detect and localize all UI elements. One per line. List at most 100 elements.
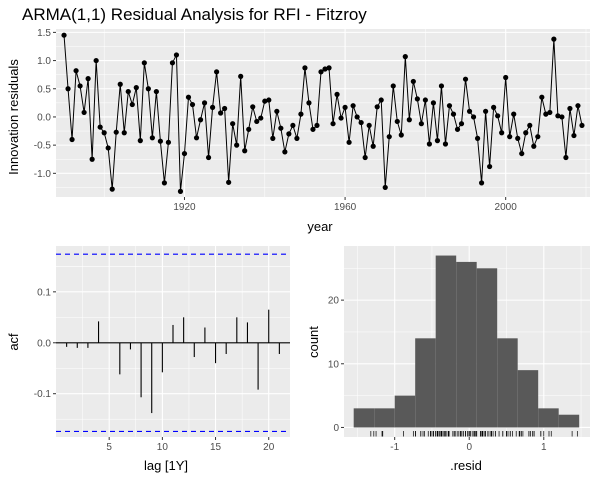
ts-residual-point <box>73 68 79 74</box>
ts-residual-point <box>394 118 400 125</box>
hist-ylabel: count <box>306 326 321 358</box>
ts-residual-point <box>129 101 135 108</box>
ts-residual-point <box>294 135 300 141</box>
ts-residual-point <box>93 57 99 64</box>
ts-residual-point <box>350 103 356 109</box>
ts-residual-point <box>270 135 276 141</box>
acf-panel: lag [1Y] acf 5 10 15 20 -0.1 0.0 0.1 <box>6 246 290 473</box>
ts-residual-point <box>539 94 545 100</box>
ts-y-tick-label: 0.0 <box>37 112 51 123</box>
ts-residual-point <box>346 139 352 145</box>
acf-x-tick-label: 20 <box>263 442 275 453</box>
ts-residual-point <box>173 52 180 58</box>
ts-residual-point <box>454 126 461 132</box>
ts-residual-point <box>322 66 328 72</box>
hist-bar <box>476 268 498 428</box>
ts-residual-point <box>374 104 380 110</box>
ts-residual-point <box>527 122 533 129</box>
ts-residual-point <box>137 138 143 144</box>
ts-residual-point <box>149 135 155 141</box>
ts-residual-point <box>113 129 119 135</box>
ts-residual-point <box>567 105 573 112</box>
ts-x-tick-label: 2000 <box>495 202 518 213</box>
ts-residual-point <box>535 134 541 140</box>
ts-residual-point <box>555 113 561 119</box>
ts-residual-point <box>547 109 553 116</box>
ts-residual-point <box>141 60 147 66</box>
hist-bar <box>374 408 395 428</box>
ts-y-tick-label: -1.0 <box>34 169 52 180</box>
ts-residual-point <box>398 132 404 138</box>
hist-bar <box>497 338 518 428</box>
ts-residual-point <box>446 103 453 109</box>
ts-residual-point <box>266 97 272 103</box>
ts-residual-point <box>298 111 304 117</box>
ts-residual-point <box>310 126 316 132</box>
ts-residual-point <box>563 154 569 161</box>
ts-residual-point <box>193 135 200 141</box>
acf-y-tick-label: -0.1 <box>34 389 52 400</box>
ts-residual-point <box>214 69 220 75</box>
ts-residual-point <box>274 108 280 114</box>
ts-residual-point <box>145 86 151 92</box>
ts-residual-point <box>559 114 565 120</box>
hist-bar <box>394 395 416 428</box>
ts-residual-point <box>519 150 525 157</box>
ts-y-tick-label: 1.0 <box>37 56 51 67</box>
ts-residual-point <box>189 101 196 108</box>
hist-bar <box>456 261 477 428</box>
ts-residual-point <box>169 60 176 66</box>
ts-residual-point <box>314 122 320 129</box>
ts-residual-point <box>366 122 372 129</box>
ts-residual-point <box>250 104 256 110</box>
ts-residual-point <box>326 65 332 71</box>
ts-residual-point <box>157 138 163 144</box>
hist-x-tick-label: 0 <box>466 442 472 453</box>
ts-residual-point <box>491 104 497 110</box>
ts-residual-point <box>286 131 292 137</box>
ts-residual-point <box>342 104 348 110</box>
ts-residual-point <box>85 76 91 82</box>
ts-residual-point <box>386 134 392 140</box>
ts-residual-point <box>165 139 172 145</box>
ts-residual-point <box>153 88 159 95</box>
ts-residual-point <box>81 109 87 116</box>
ts-residual-point <box>575 103 581 109</box>
ts-residual-point <box>543 111 549 117</box>
ts-residual-point <box>571 132 577 139</box>
ts-residual-point <box>258 115 264 121</box>
hist-bar <box>517 370 539 428</box>
ts-residual-point <box>422 97 428 103</box>
ts-residual-point <box>65 86 71 92</box>
ts-residual-point <box>161 180 168 186</box>
hist-y-tick-label: 0 <box>333 423 339 434</box>
ts-residual-point <box>418 121 424 127</box>
ts-residual-point <box>177 188 184 194</box>
ts-residual-point <box>515 135 521 141</box>
ts-residual-point <box>458 121 465 127</box>
ts-residual-point <box>442 141 449 147</box>
ts-residual-point <box>354 114 360 120</box>
ts-residual-point <box>109 186 115 192</box>
hist-x-tick-label: 1 <box>541 442 547 453</box>
ts-residual-point <box>382 184 388 191</box>
ts-residual-point <box>507 134 513 140</box>
ts-residual-point <box>89 156 95 162</box>
acf-xlabel: lag [1Y] <box>144 458 188 473</box>
residual-time-series-panel: year Innovation residuals 1920 1960 2000 -1… <box>6 28 590 234</box>
acf-ylabel: acf <box>6 333 21 351</box>
ts-residual-point <box>402 54 408 60</box>
ts-residual-point <box>290 122 296 129</box>
ts-residual-point <box>483 108 489 114</box>
hist-y-tick-label: 20 <box>328 296 340 307</box>
ts-residual-point <box>430 100 437 106</box>
ts-residual-point <box>499 130 505 136</box>
ts-residual-point <box>209 104 216 110</box>
ts-residual-point <box>197 117 204 123</box>
ts-residual-point <box>487 163 493 170</box>
ts-residual-point <box>205 154 212 161</box>
ts-ylabel: Innovation residuals <box>6 59 21 175</box>
ts-residual-point <box>466 108 473 114</box>
hist-bar <box>558 414 580 428</box>
